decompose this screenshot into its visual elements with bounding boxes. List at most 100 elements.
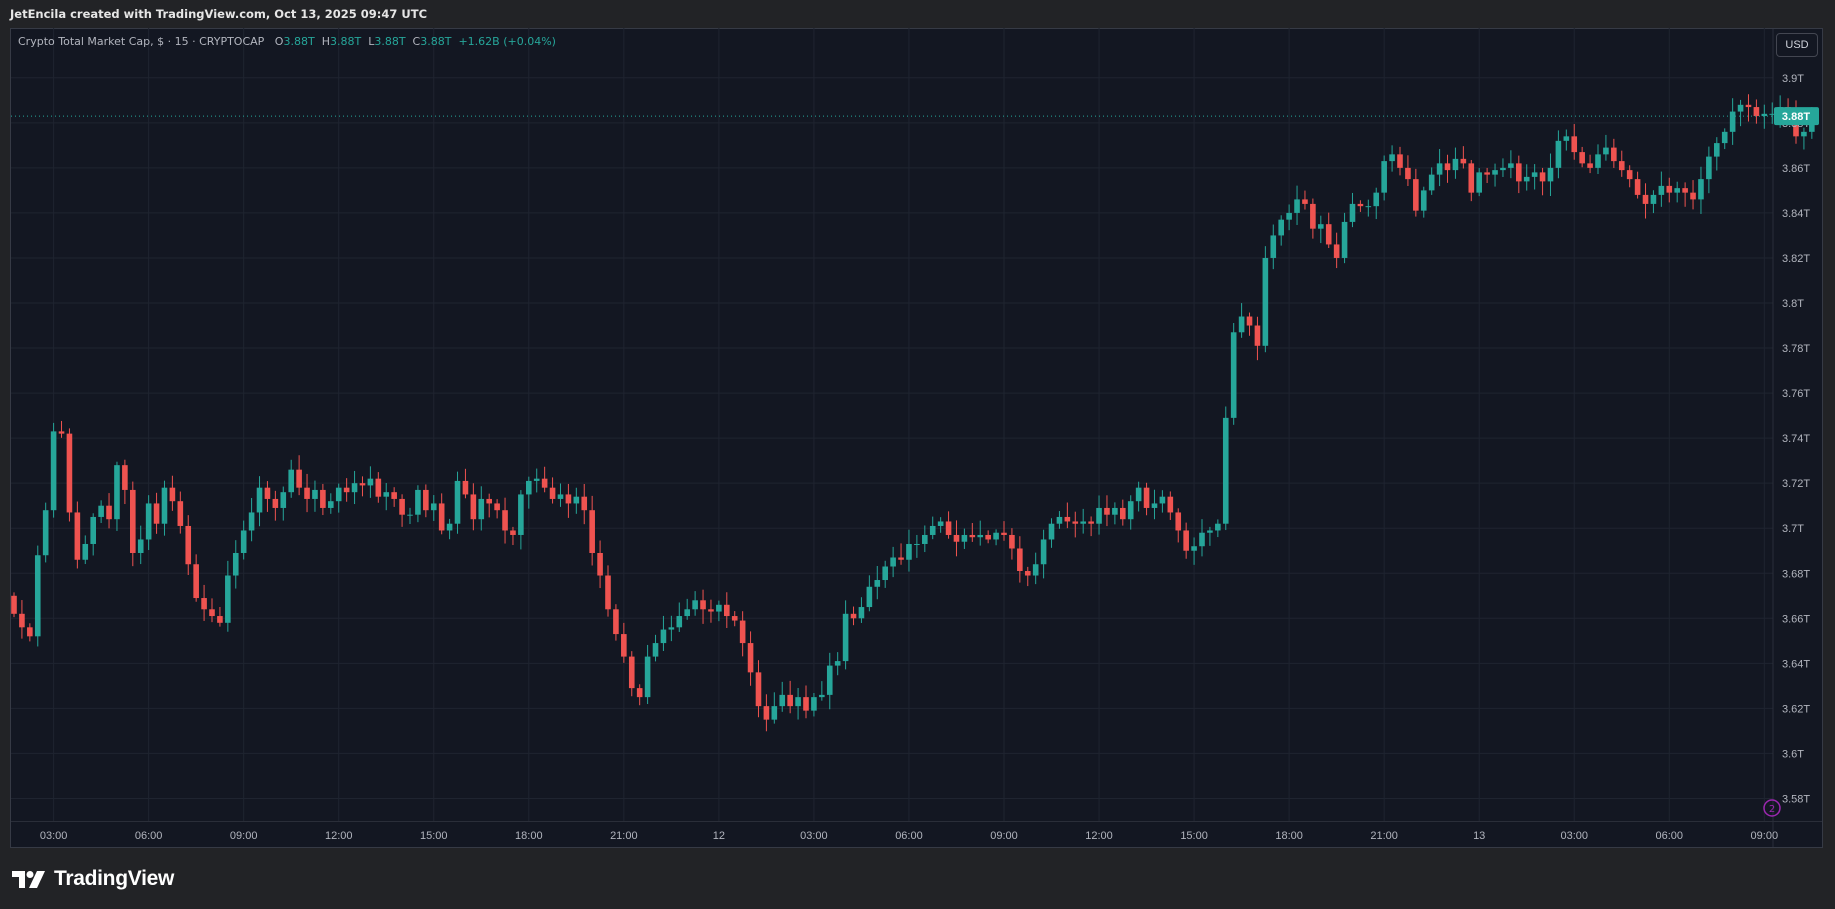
legend-change: +1.62B (+0.04%) [458, 35, 556, 48]
candle-body [98, 505, 104, 517]
candle-body [922, 534, 928, 544]
candle-body [613, 609, 619, 635]
x-tick-label: 06:00 [1656, 830, 1684, 842]
candle-body [1587, 163, 1593, 168]
candle-body [985, 534, 991, 540]
candle [660, 615, 667, 651]
candle-body [1579, 152, 1585, 164]
candle-body [1199, 532, 1205, 547]
y-tick-label: 3.7T [1782, 523, 1804, 535]
candle [1420, 186, 1427, 218]
candle [906, 529, 912, 572]
candle [787, 680, 793, 714]
candle [1460, 146, 1467, 169]
candle [1698, 166, 1704, 214]
candle-body [1112, 507, 1118, 515]
candle-body [1642, 194, 1649, 204]
y-tick-label: 3.76T [1782, 388, 1810, 400]
price-axis[interactable]: 3.58T 3.6T 3.62T 3.64T 3.66T 3.68T 3.7T 3.72T 3.… [1782, 73, 1810, 806]
candle [684, 598, 690, 620]
candle-body [1563, 136, 1570, 141]
timezone-icon[interactable]: 2 [1763, 799, 1781, 817]
candle [1587, 154, 1593, 174]
candle-body [1452, 158, 1459, 171]
candle [1143, 482, 1150, 516]
candle [937, 517, 944, 533]
candle-body [1634, 179, 1641, 195]
y-tick-label: 3.9T [1782, 73, 1804, 85]
candle-body [137, 539, 144, 553]
candle-body [533, 478, 540, 481]
candle [1294, 185, 1300, 225]
candle [676, 602, 683, 632]
candle [1769, 102, 1776, 124]
candle-body [185, 525, 192, 565]
candle-body [1357, 203, 1364, 207]
candle [1444, 154, 1451, 183]
x-tick-label: 12:00 [1085, 830, 1113, 842]
candle [1389, 145, 1395, 172]
legend-close-label: C [412, 35, 421, 48]
candle-body [1698, 179, 1704, 200]
tradingview-brand[interactable]: TradingView [12, 866, 174, 892]
candle [1310, 198, 1316, 239]
candle [874, 565, 881, 600]
candle-body [1167, 496, 1174, 513]
candle [1349, 192, 1356, 228]
candle [423, 484, 429, 518]
candle-body [1753, 107, 1760, 117]
candle [407, 507, 413, 524]
candle-body [1571, 136, 1578, 153]
candle-body [193, 564, 199, 599]
candle-body [684, 609, 690, 617]
candle [1555, 130, 1562, 179]
candle-body [272, 498, 279, 508]
candle [1072, 511, 1079, 538]
candle-body [842, 613, 849, 662]
time-axis[interactable]: 03:00 06:00 09:00 12:00 15:00 18:00 21:00 12 03:… [40, 830, 1778, 842]
candle [1729, 98, 1736, 145]
candle-body [1690, 192, 1696, 200]
candle [502, 497, 508, 544]
candle-body [1048, 523, 1055, 540]
candle [1595, 144, 1601, 175]
candle [399, 494, 405, 527]
candle-body [676, 616, 683, 628]
candle [1484, 167, 1490, 183]
candle [1357, 200, 1364, 212]
candle-body [977, 534, 984, 538]
candle [328, 493, 334, 514]
candle [74, 501, 81, 569]
candle-body [1270, 235, 1277, 258]
candle [1373, 187, 1380, 220]
candle-body [201, 598, 207, 610]
candle-body [217, 616, 223, 623]
candle [985, 530, 991, 544]
candle [628, 651, 635, 697]
candle [312, 480, 318, 512]
candle [1801, 127, 1807, 150]
candle [518, 490, 524, 550]
y-tick-label: 3.64T [1782, 658, 1810, 670]
candle [1230, 323, 1237, 425]
y-tick-label: 3.8T [1782, 298, 1804, 310]
candle [541, 466, 548, 493]
price-axis-separator [11, 29, 1822, 847]
candle [1571, 124, 1578, 160]
candle [296, 455, 302, 496]
candle-body [343, 487, 350, 493]
currency-button[interactable]: USD [1776, 33, 1818, 57]
candle [1159, 490, 1166, 513]
candle [1745, 94, 1752, 122]
candle-body [1286, 212, 1292, 220]
candle [819, 681, 825, 701]
candle [1674, 181, 1680, 203]
candle [1112, 502, 1118, 525]
candle-body [1254, 325, 1261, 346]
candle-body [1056, 516, 1063, 524]
candle-body [565, 494, 572, 504]
candle-body [803, 697, 809, 711]
candle [922, 525, 928, 553]
candle [161, 480, 168, 536]
